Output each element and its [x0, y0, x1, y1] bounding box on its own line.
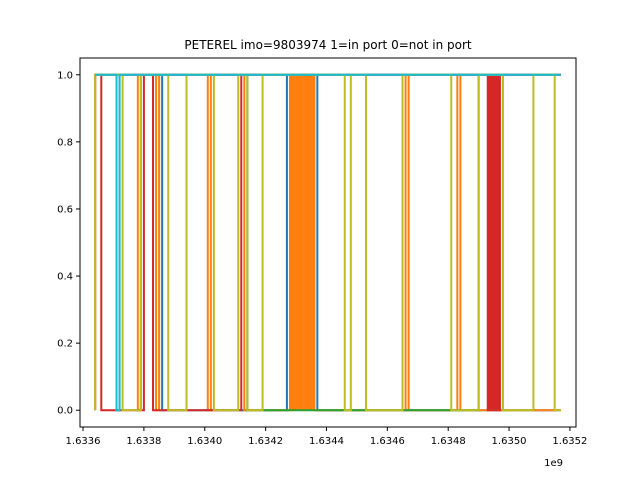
series-line-9 — [95, 73, 561, 412]
x-tick-label: 1.6346 — [370, 436, 405, 447]
x-tick-label: 1.6342 — [248, 436, 283, 447]
x-axis: 1.6336 1.6338 1.6340 1.6342 1.6344 1.6346 1.63… — [66, 427, 587, 447]
x-offset-label: 1e9 — [544, 458, 563, 469]
y-tick-label: 0.6 — [57, 204, 73, 215]
x-tick-label: 1.6348 — [431, 436, 466, 447]
chart-title: PETEREL imo=9803974 1=in port 0=not in p… — [184, 38, 471, 52]
series-line-3 — [94, 73, 561, 412]
x-tick-label: 1.6352 — [552, 436, 587, 447]
x-tick-label: 1.6340 — [187, 436, 222, 447]
x-tick-label: 1.6336 — [66, 436, 101, 447]
y-tick-label: 0.4 — [57, 272, 73, 283]
y-tick-label: 0.0 — [57, 406, 73, 417]
y-axis: 0.0 0.2 0.4 0.6 0.8 1.0 — [57, 70, 80, 417]
dense-bands — [289, 74, 500, 411]
dense-band-0 — [289, 74, 315, 411]
x-tick-label: 1.6350 — [492, 436, 527, 447]
plot-frame — [79, 57, 577, 428]
x-tick-label: 1.6338 — [126, 436, 161, 447]
x-tick-label: 1.6344 — [309, 436, 344, 447]
y-tick-label: 1.0 — [57, 70, 73, 81]
series-layer — [94, 73, 561, 412]
dense-band-1 — [487, 74, 500, 411]
y-tick-label: 0.8 — [57, 137, 73, 148]
y-tick-label: 0.2 — [57, 339, 73, 350]
